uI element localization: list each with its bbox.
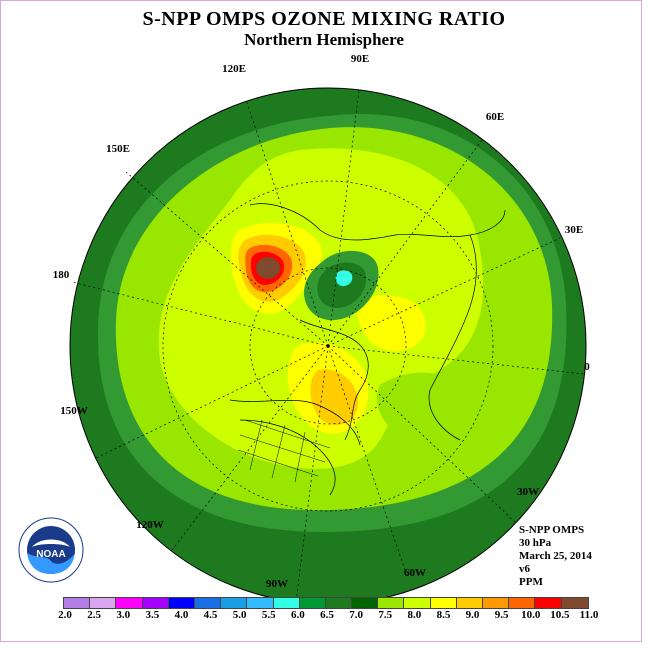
color-scale-bar bbox=[63, 597, 589, 609]
color-scale-cell bbox=[299, 598, 326, 608]
color-scale-cell bbox=[142, 598, 169, 608]
info-date: March 25, 2014 bbox=[519, 550, 592, 562]
lon-label-90e: 90E bbox=[351, 53, 369, 65]
info-version: v6 bbox=[519, 563, 530, 575]
lon-label-30w: 30W bbox=[517, 486, 539, 498]
color-scale-tick-label: 8.5 bbox=[436, 609, 451, 621]
color-scale-cell bbox=[273, 598, 300, 608]
color-scale-tick-label: 8.0 bbox=[407, 609, 422, 621]
color-scale-tick-label: 4.5 bbox=[203, 609, 218, 621]
lon-label-150e: 150E bbox=[106, 143, 130, 155]
color-scale-cell bbox=[561, 598, 588, 608]
color-scale-tick-label: 3.5 bbox=[145, 609, 160, 621]
color-scale-cell bbox=[194, 598, 222, 608]
lon-label-120w: 120W bbox=[136, 519, 164, 531]
color-scale-tick-label: 11.0 bbox=[579, 609, 599, 621]
color-scale-cell bbox=[247, 598, 274, 608]
color-scale-tick-label: 3.0 bbox=[116, 609, 131, 621]
color-scale-ticks: 2.0 2.5 3.0 3.5 4.0 4.5 5.0 5.5 6.0 6.5 7.0 7.5 8.0 8… bbox=[0, 609, 648, 623]
noaa-logo-icon: NOAA bbox=[18, 517, 84, 583]
product-info: S-NPP OMPS 30 hPa March 25, 2014 v6 PPM bbox=[519, 524, 592, 589]
color-scale-cell bbox=[483, 598, 510, 608]
color-scale-tick-label: 10.5 bbox=[550, 609, 570, 621]
color-scale-cell bbox=[509, 598, 536, 608]
color-scale-cell bbox=[325, 598, 353, 608]
patch-9.0-canada bbox=[310, 369, 359, 425]
color-scale-cell bbox=[404, 598, 431, 608]
lon-label-0: 0 bbox=[584, 361, 590, 373]
info-units: PPM bbox=[519, 576, 543, 588]
color-scale-cell bbox=[168, 598, 195, 608]
color-scale-tick-label: 5.0 bbox=[232, 609, 247, 621]
color-scale-tick-label: 5.5 bbox=[261, 609, 276, 621]
color-scale-tick-label: 9.0 bbox=[465, 609, 480, 621]
lon-label-60e: 60E bbox=[486, 111, 504, 123]
color-scale-tick-label: 2.0 bbox=[58, 609, 72, 621]
map-title: S-NPP OMPS OZONE MIXING RATIO bbox=[142, 8, 506, 30]
color-scale-cell bbox=[90, 598, 117, 608]
noaa-logo-text: NOAA bbox=[36, 549, 65, 560]
color-scale-cell bbox=[378, 598, 405, 608]
color-scale-tick-label: 6.0 bbox=[291, 609, 305, 621]
us-state-lines bbox=[237, 419, 331, 483]
lon-label-60w: 60W bbox=[404, 567, 426, 579]
info-level: 30 hPa bbox=[519, 537, 552, 549]
color-scale-tick-label: 6.5 bbox=[320, 609, 334, 621]
map-subtitle: Northern Hemisphere bbox=[244, 30, 404, 49]
color-scale-cell bbox=[64, 598, 91, 608]
color-scale-cell bbox=[221, 598, 248, 608]
color-scale-cell bbox=[456, 598, 483, 608]
lon-label-90w: 90W bbox=[266, 578, 288, 590]
color-scale-tick-label: 2.5 bbox=[87, 609, 101, 621]
color-scale-tick-label: 9.5 bbox=[494, 609, 509, 621]
color-scale-tick-label: 4.0 bbox=[174, 609, 189, 621]
info-instrument: S-NPP OMPS bbox=[519, 524, 585, 536]
color-scale-cell bbox=[430, 598, 457, 608]
patch-8.5-east bbox=[357, 295, 426, 352]
lon-label-30e: 30E bbox=[565, 224, 583, 236]
siberia-11.0 bbox=[256, 257, 280, 279]
lon-label-150w: 150W bbox=[60, 405, 88, 417]
lon-label-180: 180 bbox=[53, 269, 70, 281]
color-scale-tick-label: 10.0 bbox=[521, 609, 541, 621]
color-scale-cell bbox=[116, 598, 143, 608]
color-scale-tick-label: 7.5 bbox=[378, 609, 393, 621]
color-scale-cell bbox=[535, 598, 562, 608]
color-scale-tick-label: 7.0 bbox=[349, 609, 363, 621]
lon-label-120e: 120E bbox=[222, 63, 246, 75]
graticule bbox=[71, 89, 585, 603]
lobe-7.5 bbox=[376, 372, 470, 447]
polar-min-5.5 bbox=[335, 270, 353, 287]
color-scale-cell bbox=[352, 598, 379, 608]
